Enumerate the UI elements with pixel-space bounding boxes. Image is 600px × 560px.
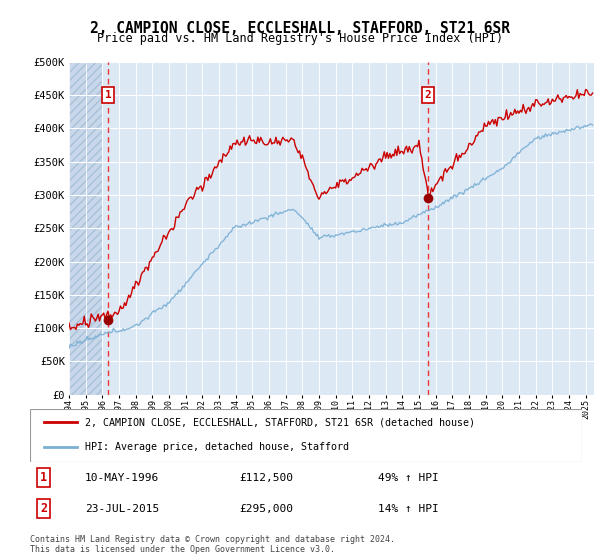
- Text: 49% ↑ HPI: 49% ↑ HPI: [378, 473, 439, 483]
- Text: 2, CAMPION CLOSE, ECCLESHALL, STAFFORD, ST21 6SR (detached house): 2, CAMPION CLOSE, ECCLESHALL, STAFFORD, …: [85, 417, 475, 427]
- Text: HPI: Average price, detached house, Stafford: HPI: Average price, detached house, Staf…: [85, 442, 349, 452]
- Text: 23-JUL-2015: 23-JUL-2015: [85, 504, 160, 514]
- Text: Contains HM Land Registry data © Crown copyright and database right 2024.
This d: Contains HM Land Registry data © Crown c…: [30, 535, 395, 554]
- Text: 2: 2: [40, 502, 47, 515]
- Text: 1: 1: [40, 471, 47, 484]
- Text: 10-MAY-1996: 10-MAY-1996: [85, 473, 160, 483]
- Bar: [69, 62, 103, 395]
- Text: £295,000: £295,000: [240, 504, 294, 514]
- Text: 14% ↑ HPI: 14% ↑ HPI: [378, 504, 439, 514]
- Text: £112,500: £112,500: [240, 473, 294, 483]
- Text: 2: 2: [425, 90, 431, 100]
- Text: 2, CAMPION CLOSE, ECCLESHALL, STAFFORD, ST21 6SR: 2, CAMPION CLOSE, ECCLESHALL, STAFFORD, …: [90, 21, 510, 36]
- Text: Price paid vs. HM Land Registry's House Price Index (HPI): Price paid vs. HM Land Registry's House …: [97, 32, 503, 45]
- Text: 1: 1: [105, 90, 112, 100]
- FancyBboxPatch shape: [30, 409, 582, 462]
